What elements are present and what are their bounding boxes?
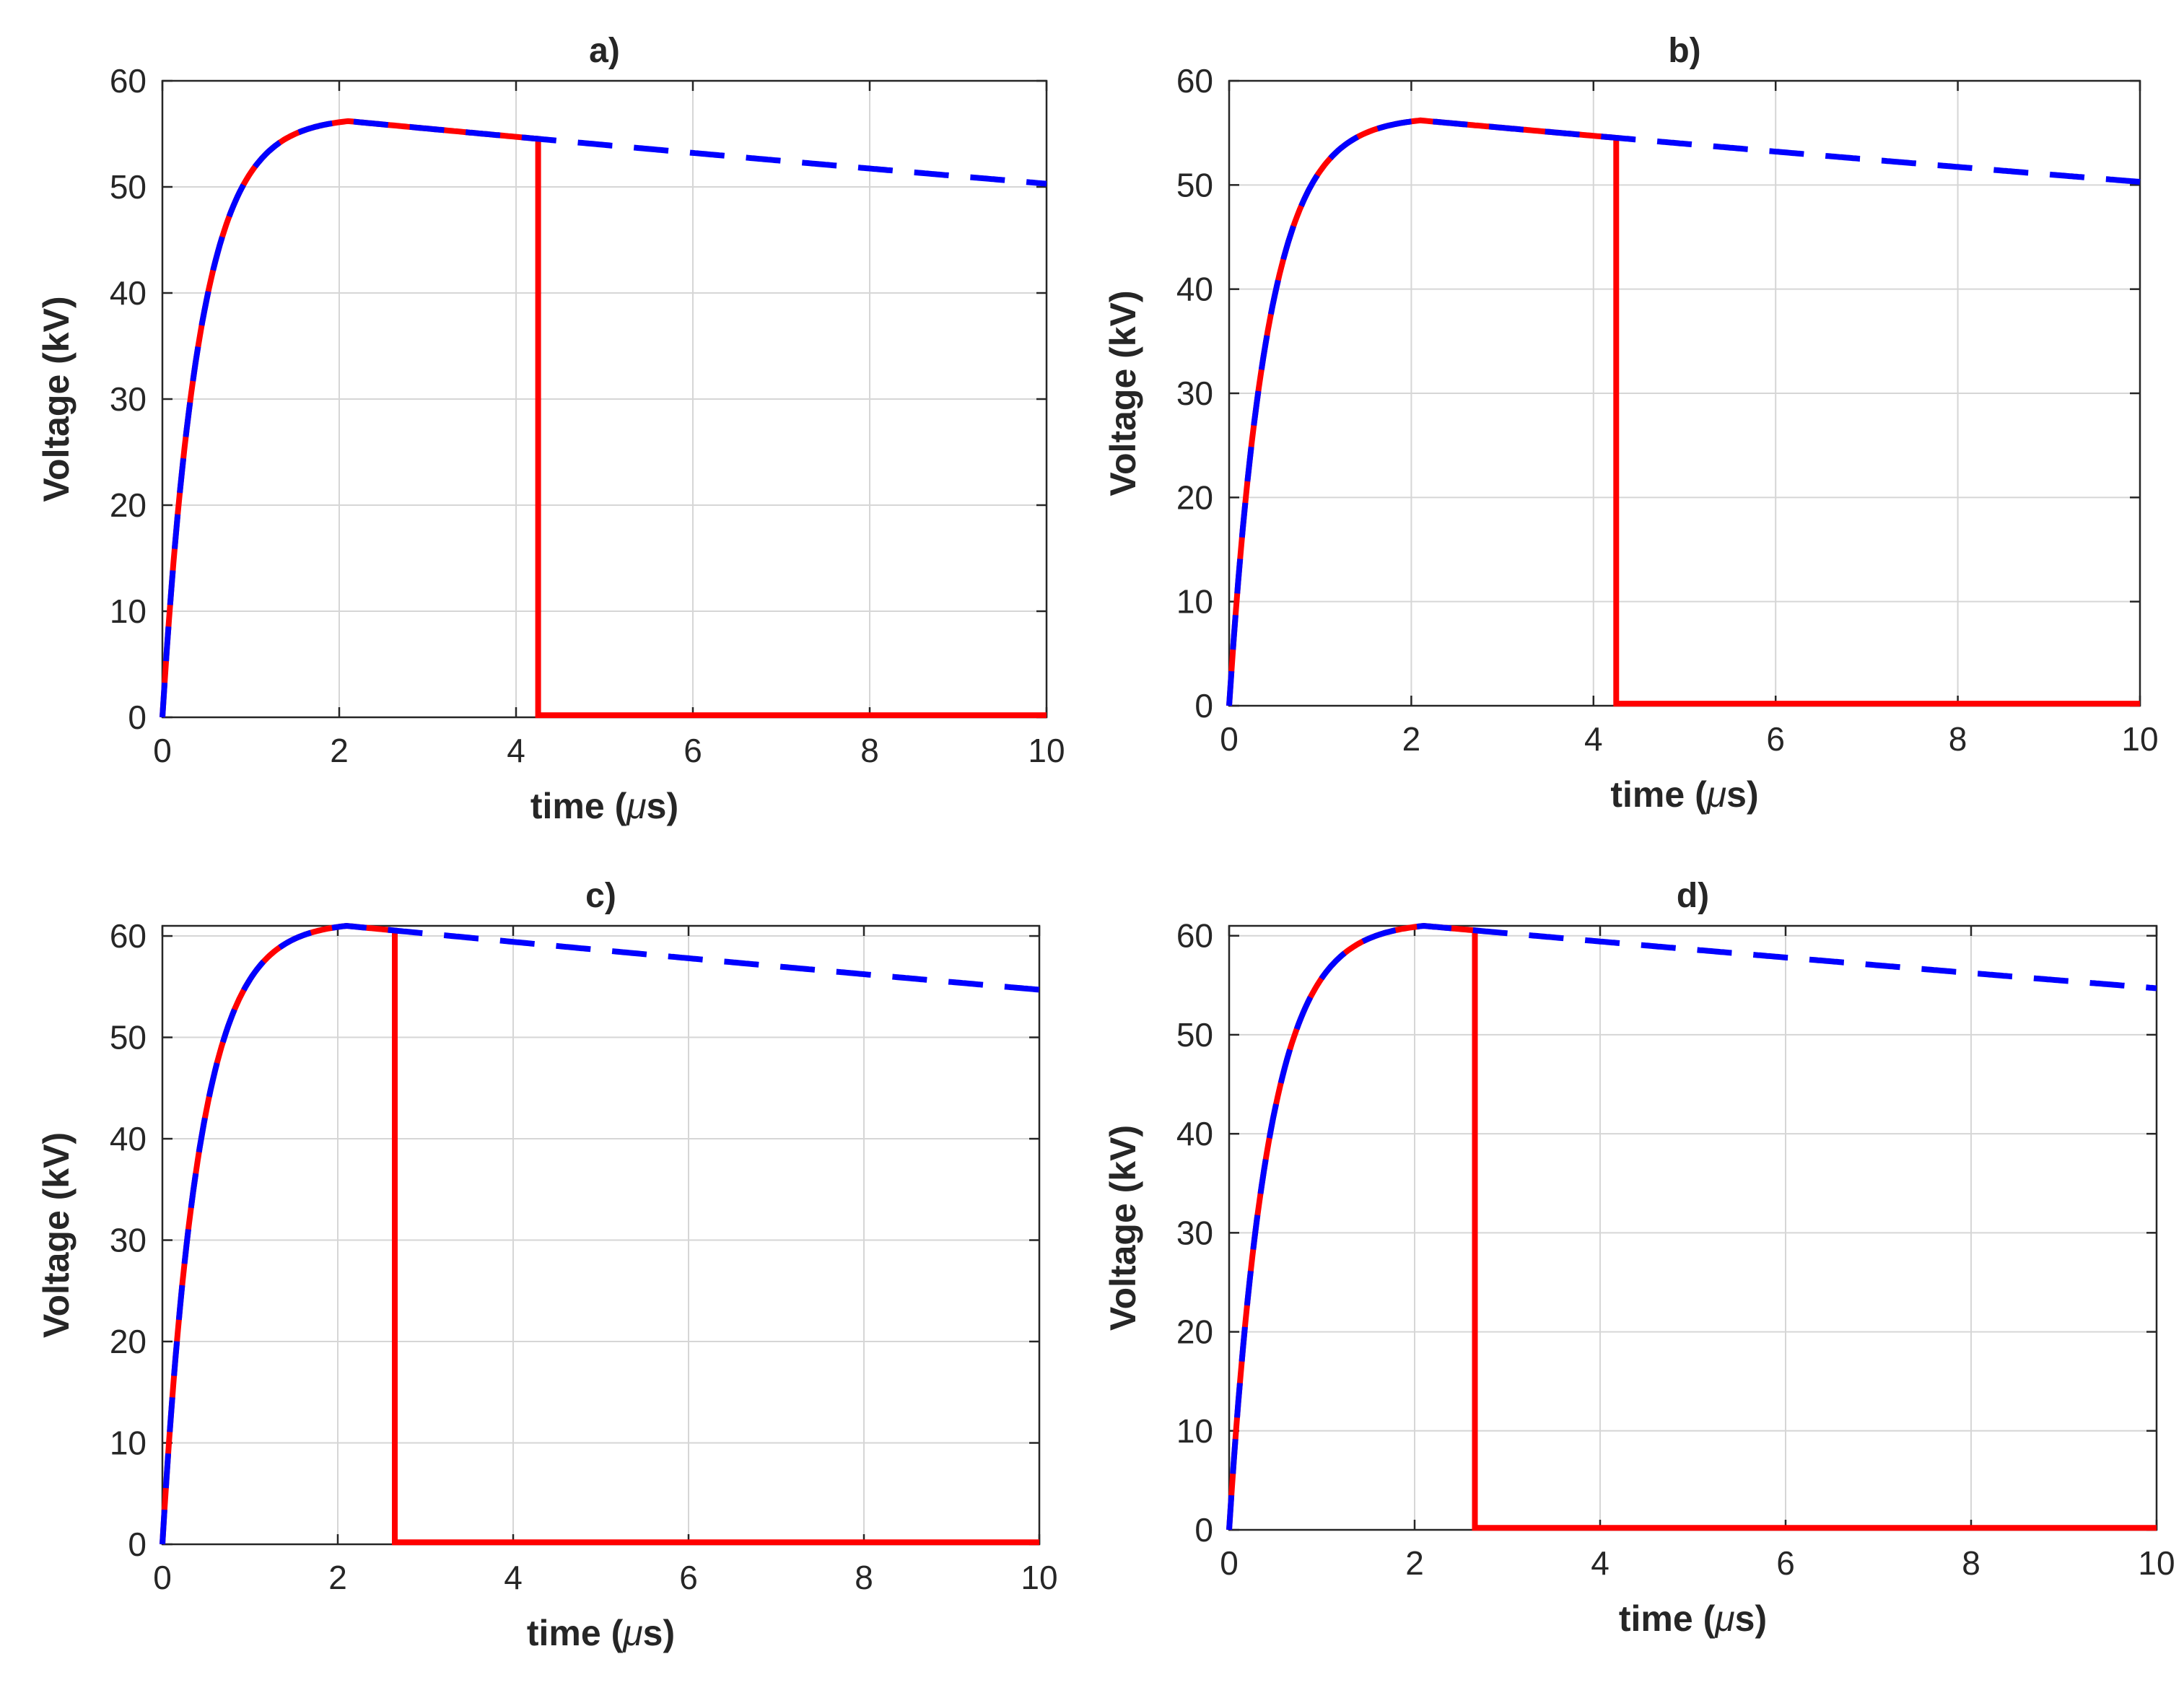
panel-d-series-full-impulse [1226, 922, 2157, 1531]
panel-b-x-tick-label: 8 [1949, 720, 1967, 758]
panel-b-y-tick-label: 30 [1176, 375, 1213, 412]
panel-a-x-axis-label: time (μs) [530, 786, 678, 826]
panel-b-y-tick-label: 60 [1176, 62, 1213, 100]
panel-b-title: b) [1668, 32, 1700, 70]
panel-b-x-axis-label-mu: μ [1705, 774, 1726, 815]
panel-a-x-tick-label: 6 [683, 732, 702, 769]
panel-a-x-tick-label: 0 [153, 732, 172, 769]
panel-d-x-axis-label-end: s) [1735, 1598, 1767, 1639]
panel-c-y-axis-label: Voltage (kV) [36, 1132, 77, 1338]
panel-c-y-tick-label: 40 [110, 1120, 147, 1157]
panel-d-y-tick-label: 40 [1176, 1115, 1213, 1152]
panel-d-y-tick-label: 50 [1176, 1016, 1213, 1054]
panel-b-series-full-impulse [1226, 117, 2141, 706]
panel-a-y-tick-label: 50 [110, 168, 147, 206]
panel-b-y-tick-label: 10 [1176, 583, 1213, 621]
panel-c-x-tick-label: 4 [504, 1559, 523, 1596]
panel-d: 0 2 4 6 8 10 0 10 20 30 40 50 60 d) time (μs) Voltage (… [1103, 877, 2175, 1639]
panel-c-x-tick-label: 10 [1021, 1559, 1057, 1596]
panel-c-x-tick-label: 8 [855, 1559, 873, 1596]
panel-b-x-axis-label: time (μs) [1610, 774, 1758, 815]
panel-b-x-tick-label: 2 [1402, 720, 1421, 758]
panel-a-x-tick-label: 4 [507, 732, 525, 769]
panel-b-y-tick-label: 20 [1176, 478, 1213, 516]
panel-a-y-tick-label: 20 [110, 486, 147, 524]
panel-d-x-axis-label: time (μs) [1619, 1598, 1767, 1639]
panel-c-y-tick-label: 30 [110, 1222, 147, 1259]
panel-c-x-tick-label: 0 [153, 1559, 172, 1596]
panel-a-series-full-impulse [160, 118, 1047, 718]
panel-d-y-axis-label: Voltage (kV) [1103, 1125, 1143, 1331]
panel-b-x-tick-label: 6 [1766, 720, 1785, 758]
panel-a-x-tick-label: 2 [330, 732, 349, 769]
panel-d-y-tick-label: 20 [1176, 1313, 1213, 1351]
panel-b-y-tick-label: 50 [1176, 166, 1213, 203]
panel-c-y-tick-label: 0 [128, 1526, 147, 1563]
panel-b-x-tick-label: 10 [2121, 720, 2158, 758]
panel-c-y-tick-label: 50 [110, 1019, 147, 1056]
panel-c-y-tick-label: 60 [110, 917, 147, 955]
panel-b-x-axis-label-main: time ( [1610, 774, 1707, 815]
panel-a-x-axis-label-main: time ( [530, 786, 627, 826]
panel-b-x-tick-label: 0 [1220, 720, 1239, 758]
panel-a-y-tick-label: 40 [110, 274, 147, 312]
panel-c-title: c) [585, 877, 616, 915]
panel-b-y-tick-label: 0 [1194, 687, 1213, 725]
panel-d-x-axis-label-mu: μ [1713, 1598, 1734, 1639]
panel-c-x-axis-label: time (μs) [527, 1613, 675, 1653]
panel-c-x-tick-label: 6 [679, 1559, 698, 1596]
panel-d-x-axis-label-main: time ( [1619, 1598, 1716, 1639]
panel-c: 0 2 4 6 8 10 0 10 20 30 40 50 60 c) time (μs) Voltage (… [36, 877, 1058, 1653]
panel-c-x-tick-label: 2 [328, 1559, 347, 1596]
panel-b-x-axis-label-end: s) [1726, 774, 1758, 815]
panel-a-y-axis-label: Voltage (kV) [36, 296, 77, 502]
panel-d-x-tick-label: 0 [1220, 1544, 1239, 1582]
panel-b-y-axis-label: Voltage (kV) [1103, 290, 1143, 496]
panel-a-y-tick-label: 0 [128, 699, 147, 736]
panel-b-x-tick-label: 4 [1584, 720, 1603, 758]
panel-a-x-tick-label: 10 [1028, 732, 1065, 769]
panel-d-y-tick-label: 60 [1176, 917, 1213, 955]
panel-d-y-tick-label: 30 [1176, 1214, 1213, 1251]
panel-c-y-tick-label: 20 [110, 1323, 147, 1360]
panel-d-x-tick-label: 4 [1591, 1544, 1609, 1582]
panel-c-x-axis-label-main: time ( [527, 1613, 624, 1653]
panel-a: 0 2 4 6 8 10 0 10 20 30 40 50 60 a) time (μs) Voltage (… [36, 32, 1065, 826]
panel-d-plot-area [1229, 926, 2157, 1530]
panel-c-plot-area [162, 926, 1039, 1544]
panel-c-series-full-impulse [160, 922, 1040, 1545]
panel-d-x-tick-label: 10 [2138, 1544, 2175, 1582]
panel-b: 0 2 4 6 8 10 0 10 20 30 40 50 60 b) time (μs) Voltage (… [1103, 32, 2159, 815]
panel-c-x-axis-label-mu: μ [621, 1613, 642, 1653]
panel-a-title: a) [589, 32, 620, 70]
panel-a-x-axis-label-end: s) [647, 786, 678, 826]
panel-d-y-tick-label: 0 [1194, 1511, 1213, 1549]
panel-a-y-tick-label: 10 [110, 592, 147, 630]
panel-d-x-tick-label: 2 [1405, 1544, 1424, 1582]
panel-d-x-tick-label: 6 [1776, 1544, 1795, 1582]
panel-d-title: d) [1677, 877, 1709, 915]
panel-d-y-tick-label: 10 [1176, 1412, 1213, 1450]
panel-c-y-tick-label: 10 [110, 1424, 147, 1462]
panel-a-y-tick-label: 30 [110, 380, 147, 418]
panel-d-x-tick-label: 8 [1962, 1544, 1980, 1582]
panel-b-y-tick-label: 40 [1176, 271, 1213, 308]
panel-a-x-axis-label-mu: μ [625, 786, 646, 826]
panel-c-x-axis-label-end: s) [643, 1613, 675, 1653]
panel-a-y-tick-label: 60 [110, 62, 147, 100]
panel-a-x-tick-label: 8 [860, 732, 879, 769]
